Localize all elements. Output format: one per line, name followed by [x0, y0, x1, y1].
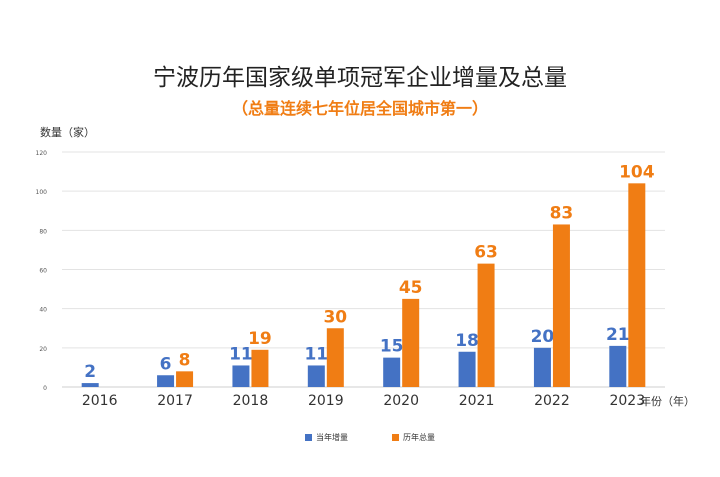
x-tick-label: 2016: [82, 393, 118, 409]
bar-annual: [81, 383, 99, 387]
y-tick-label: 80: [39, 228, 47, 235]
data-label-annual: 20: [531, 327, 555, 347]
y-tick-label: 120: [36, 150, 48, 157]
bar-annual: [232, 365, 250, 387]
data-label-annual: 21: [606, 325, 630, 345]
bar-annual: [307, 365, 325, 387]
data-label-annual: 18: [455, 331, 479, 351]
y-tick-label: 20: [39, 346, 47, 353]
legend-swatch-total: [392, 434, 399, 441]
data-label-total: 63: [474, 243, 498, 263]
y-tick-label: 100: [36, 189, 48, 196]
data-label-total: 104: [619, 162, 655, 182]
legend: 当年增量 历年总量: [0, 432, 720, 446]
bar-total: [251, 349, 269, 387]
bar-total: [402, 298, 420, 387]
chart-subtitle: （总量连续七年位居全国城市第一）: [231, 99, 488, 118]
bar-annual: [157, 375, 175, 387]
data-label-total: 19: [248, 329, 272, 349]
bar-total: [176, 371, 194, 387]
y-axis-label: 数量（家）: [40, 126, 95, 139]
bar-annual: [609, 345, 627, 387]
data-label-annual: 15: [380, 337, 404, 357]
x-tick-label: 2022: [534, 393, 570, 409]
bar-total: [477, 263, 495, 387]
legend-item-total: 历年总量: [392, 432, 435, 443]
x-tick-label: 2019: [308, 393, 344, 409]
data-label-annual: 11: [229, 344, 253, 364]
y-tick-label: 0: [43, 385, 47, 392]
data-label-annual: 11: [304, 344, 328, 364]
y-tick-label: 40: [39, 307, 47, 314]
data-label-total: 83: [550, 203, 574, 223]
chart-title: 宁波历年国家级单项冠军企业增量及总量: [153, 65, 567, 91]
legend-label-annual: 当年增量: [316, 433, 348, 442]
data-label-total: 30: [323, 307, 347, 327]
data-label-annual: 2: [84, 362, 96, 382]
x-axis-label: 年份（年）: [640, 395, 695, 408]
bar-annual: [383, 357, 401, 387]
legend-swatch-annual: [305, 434, 312, 441]
y-tick-label: 60: [39, 268, 47, 275]
data-label-total: 45: [399, 278, 423, 298]
x-tick-label: 2018: [233, 393, 269, 409]
x-tick-label: 2021: [459, 393, 495, 409]
bar-total: [628, 183, 646, 387]
legend-label-total: 历年总量: [403, 433, 435, 442]
x-tick-label: 2023: [609, 393, 645, 409]
data-label-annual: 6: [160, 354, 172, 374]
bar-annual: [458, 351, 476, 387]
legend-item-annual: 当年增量: [305, 432, 348, 443]
bar-total: [552, 224, 570, 387]
x-tick-label: 2017: [157, 393, 193, 409]
bar-total: [326, 328, 344, 387]
data-label-total: 8: [179, 350, 191, 370]
bar-annual: [533, 347, 551, 387]
x-tick-label: 2020: [383, 393, 419, 409]
